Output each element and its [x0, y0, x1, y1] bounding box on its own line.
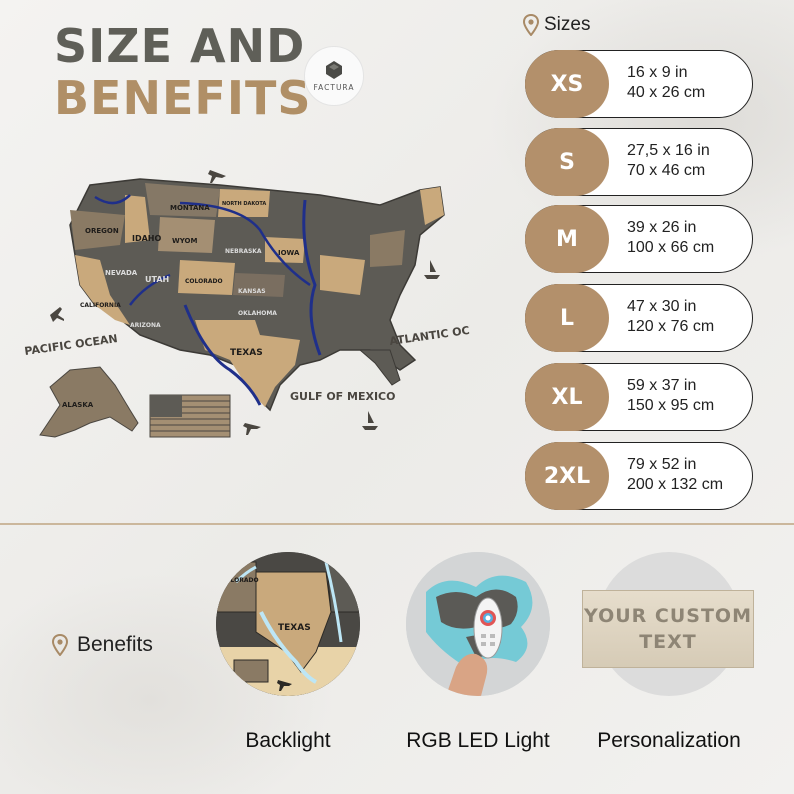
- benefits-heading-label: Benefits: [77, 633, 153, 656]
- size-inches: 59 x 37 in: [627, 377, 697, 394]
- location-pin-icon: [52, 634, 68, 656]
- size-cm: 150 x 95 cm: [627, 397, 715, 414]
- size-cm: 40 x 26 cm: [627, 84, 706, 101]
- factura-logo: FACTURA: [304, 46, 364, 106]
- airplane-icon: [50, 170, 261, 435]
- map-label-iowa: IOWA: [278, 249, 300, 257]
- size-cm: 70 x 46 cm: [627, 162, 706, 179]
- map-label-oregon: OREGON: [85, 227, 119, 235]
- map-label-idaho: IDAHO: [132, 234, 162, 243]
- backlight-map-detail: TEXAS COLORADO: [216, 552, 360, 696]
- map-label-colorado: COLORADO: [185, 278, 223, 285]
- benefit-caption-backlight: Backlight: [245, 729, 331, 752]
- state-oregon: [70, 210, 125, 250]
- size-cm: 100 x 66 cm: [627, 239, 715, 256]
- benefit-caption-personalization: Personalization: [597, 729, 741, 752]
- river-columbia: [94, 194, 131, 205]
- size-dimensions: 27,5 x 16 in 70 x 46 cm: [627, 141, 710, 181]
- map-label-oklahoma: OKLAHOMA: [238, 310, 277, 317]
- sizes-heading: Sizes: [523, 14, 590, 36]
- logo-text: FACTURA: [313, 83, 355, 92]
- map-label-nebraska: NEBRASKA: [225, 248, 262, 255]
- map-label-california: CALIFORNIA: [80, 302, 121, 309]
- size-cm: 120 x 76 cm: [627, 318, 715, 335]
- plaque-line-2: TEXT: [639, 631, 697, 653]
- state-california: [75, 255, 130, 325]
- river-missouri: [179, 201, 311, 287]
- rgb-glow-detail: [406, 552, 550, 696]
- size-option-m[interactable]: M 39 x 26 in 100 x 66 cm: [525, 205, 753, 273]
- benefit-backlight-image: TEXAS COLORADO: [216, 552, 360, 696]
- map-label-nevada: NEVADA: [105, 269, 138, 277]
- us-flag-icon: [149, 394, 231, 438]
- size-dimensions: 39 x 26 in 100 x 66 cm: [627, 218, 714, 258]
- factura-logo-icon: [326, 61, 342, 79]
- backlight-label-colorado: COLORADO: [221, 577, 259, 584]
- page-title: SIZE AND BENEFITS: [54, 20, 311, 124]
- size-badge: 2XL: [525, 442, 609, 510]
- size-badge: M: [525, 205, 609, 273]
- benefit-rgb-image: [406, 552, 550, 696]
- location-pin-icon: [523, 14, 539, 36]
- map-label-north-dakota: NORTH DAKOTA: [222, 201, 266, 207]
- river-rio-grande: [183, 304, 262, 406]
- state-maine: [420, 187, 444, 225]
- backlight-label-texas: TEXAS: [278, 623, 311, 633]
- size-cm: 200 x 132 cm: [627, 476, 724, 493]
- size-option-l[interactable]: L 47 x 30 in 120 x 76 cm: [525, 284, 753, 352]
- title-line-2: BENEFITS: [54, 71, 312, 125]
- plaque-line-1: YOUR CUSTOM: [584, 605, 752, 627]
- map-label-montana: MONTANA: [170, 204, 210, 212]
- state-east-2: [370, 230, 405, 267]
- sailboat-icon: [362, 260, 440, 430]
- map-label-pacific: PACIFIC OCEAN: [24, 332, 119, 358]
- map-label-utah: UTAH: [145, 275, 169, 284]
- us-map-illustration: OREGON IDAHO MONTANA WYOM NORTH DAKOTA N…: [24, 170, 470, 438]
- custom-text-plaque: YOUR CUSTOM TEXT: [582, 590, 754, 668]
- river-mississippi: [302, 199, 322, 356]
- size-inches: 79 x 52 in: [627, 456, 697, 473]
- size-badge: XS: [525, 50, 609, 118]
- size-inches: 39 x 26 in: [627, 219, 697, 236]
- size-inches: 16 x 9 in: [627, 64, 688, 81]
- size-badge: S: [525, 128, 609, 196]
- size-dimensions: 59 x 37 in 150 x 95 cm: [627, 376, 714, 416]
- state-texas: [195, 320, 300, 407]
- state-florida: [358, 349, 401, 386]
- size-dimensions: 16 x 9 in 40 x 26 cm: [627, 63, 705, 103]
- remote-control-icon: [473, 597, 503, 659]
- state-colorado: [178, 260, 235, 295]
- map-label-texas: TEXAS: [230, 348, 263, 358]
- sizes-heading-label: Sizes: [544, 14, 591, 35]
- map-label-arizona: ARIZONA: [130, 322, 161, 329]
- title-line-1: SIZE AND: [54, 19, 306, 73]
- map-label-atlantic: ATLANTIC OCEAN: [389, 320, 470, 348]
- state-alaska: [39, 366, 139, 438]
- map-label-wyoming: WYOM: [172, 237, 197, 245]
- size-badge: XL: [525, 363, 609, 431]
- state-idaho: [125, 195, 150, 243]
- map-label-kansas: KANSAS: [238, 288, 266, 295]
- section-divider: [0, 523, 794, 525]
- size-inches: 27,5 x 16 in: [627, 142, 710, 159]
- state-montana: [145, 183, 220, 217]
- benefit-caption-rgb: RGB LED Light: [406, 729, 550, 752]
- size-badge: L: [525, 284, 609, 352]
- size-option-xs[interactable]: XS 16 x 9 in 40 x 26 cm: [525, 50, 753, 118]
- size-inches: 47 x 30 in: [627, 298, 697, 315]
- state-east-1: [320, 255, 365, 295]
- size-dimensions: 47 x 30 in 120 x 76 cm: [627, 297, 714, 337]
- size-option-s[interactable]: S 27,5 x 16 in 70 x 46 cm: [525, 128, 753, 196]
- size-option-2xl[interactable]: 2XL 79 x 52 in 200 x 132 cm: [525, 442, 753, 510]
- size-dimensions: 79 x 52 in 200 x 132 cm: [627, 455, 723, 495]
- benefits-heading: Benefits: [52, 633, 153, 657]
- river-colorado: [129, 273, 171, 306]
- map-label-alaska: ALASKA: [62, 401, 94, 409]
- state-kansas: [233, 273, 285, 297]
- map-label-gulf: GULF OF MEXICO: [290, 390, 395, 403]
- state-wyoming: [158, 217, 215, 253]
- size-option-xl[interactable]: XL 59 x 37 in 150 x 95 cm: [525, 363, 753, 431]
- state-iowa: [265, 237, 305, 263]
